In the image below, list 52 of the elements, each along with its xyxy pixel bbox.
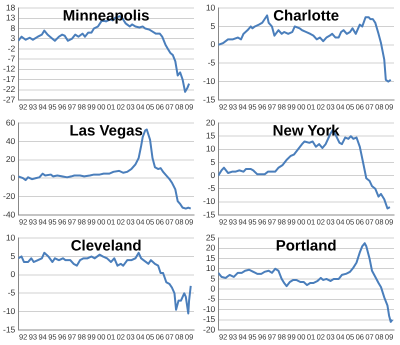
y-tick-label: -12 (2, 64, 16, 74)
y-tick-label: 10 (206, 144, 216, 154)
chart-title: New York (272, 122, 340, 140)
y-tick-label: -5 (208, 294, 216, 304)
y-tick-label: 5 (210, 273, 216, 284)
y-tick-label: -15 (202, 314, 216, 324)
y-tick-label: -10 (202, 304, 216, 314)
y-tick-label: 25 (206, 232, 216, 242)
y-tick-label: 60 (6, 117, 16, 128)
y-tick-label: 15 (206, 252, 216, 263)
y-tick-label: 5 (210, 20, 216, 31)
y-tick-label: 20 (206, 117, 216, 128)
y-tick-label: -15 (2, 324, 16, 334)
y-tick-label: -27 (2, 94, 16, 104)
y-tick-label: -5 (208, 183, 216, 194)
y-tick-label: 0 (210, 39, 216, 50)
y-tick-label: -20 (202, 324, 216, 334)
y-tick-label: 0 (210, 170, 216, 180)
chart-title: Cleveland (70, 238, 142, 255)
y-tick-label: -10 (202, 196, 216, 206)
chart-title: Minneapolis (62, 8, 150, 25)
y-tick-label: -5 (208, 58, 216, 68)
y-tick-label: 20 (206, 242, 216, 253)
chart-title: Charlotte (273, 8, 340, 25)
y-tick-label: 0 (210, 284, 216, 294)
y-tick-label: 5 (10, 250, 16, 261)
y-tick-label: -2 (8, 43, 16, 54)
y-tick-label: 5 (210, 156, 216, 167)
y-tick-label: 10 (206, 263, 216, 274)
y-tick-label: 3 (10, 33, 16, 44)
y-tick-label: 10 (6, 232, 16, 242)
chart-title: Las Vegas (69, 122, 143, 140)
y-tick-label: 0 (10, 269, 16, 280)
y-tick-label: 20 (6, 154, 16, 164)
y-tick-label: -10 (2, 306, 16, 316)
y-tick-label: 18 (6, 2, 16, 12)
y-tick-label: 0 (10, 172, 16, 183)
y-tick-label: 40 (6, 136, 16, 146)
chart-title: Portland (276, 238, 337, 255)
y-tick-label: -22 (2, 84, 16, 94)
y-tick-label: -7 (8, 54, 16, 64)
y-tick-label: -10 (202, 76, 216, 86)
y-tick-label: -40 (2, 209, 16, 220)
y-tick-label: -15 (202, 94, 216, 104)
y-tick-label: -20 (2, 190, 16, 201)
y-tick-label: 13 (6, 12, 16, 23)
y-tick-label: -17 (2, 74, 16, 84)
y-tick-label: 10 (206, 2, 216, 12)
y-tick-label: -5 (8, 288, 16, 298)
y-tick-label: 8 (10, 22, 16, 33)
y-tick-label: 15 (206, 130, 216, 141)
y-tick-label: -15 (202, 209, 216, 220)
